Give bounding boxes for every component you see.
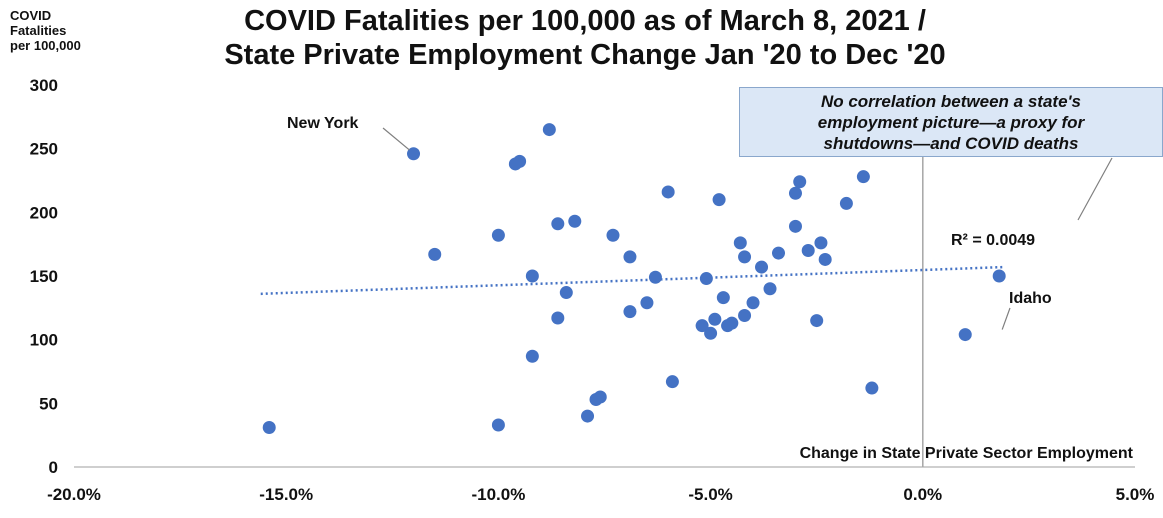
data-point: [733, 236, 747, 250]
data-point: [581, 409, 595, 423]
data-point: [763, 282, 777, 296]
data-point: [623, 305, 637, 319]
y-axis-label-line-2: Fatalities: [10, 23, 67, 38]
y-axis-label: COVID Fatalities per 100,000: [10, 8, 81, 53]
x-tick-label: -10.0%: [471, 485, 525, 504]
data-point: [699, 272, 713, 286]
x-tick-label: -5.0%: [688, 485, 732, 504]
data-point: [992, 269, 1006, 283]
y-axis-label-line-3: per 100,000: [10, 38, 81, 53]
data-point: [772, 246, 786, 260]
callout-line-3: shutdowns—and COVID deaths: [823, 134, 1079, 153]
chart-title-line-2: State Private Employment Change Jan '20 …: [224, 39, 946, 71]
y-axis-ticks: 0 50 100 150 200 250 300: [30, 76, 58, 477]
data-point: [788, 219, 802, 233]
data-point: [525, 349, 539, 363]
data-point: [746, 296, 760, 310]
data-point: [648, 270, 662, 284]
data-point: [814, 236, 828, 250]
data-point: [738, 308, 752, 322]
x-tick-label: -15.0%: [259, 485, 313, 504]
x-axis-label: Change in State Private Sector Employmen…: [800, 445, 1134, 462]
data-point: [708, 312, 722, 326]
data-point: [606, 228, 620, 242]
data-point: [623, 250, 637, 264]
r-squared-label: R² = 0.0049: [951, 232, 1035, 249]
data-point: [704, 326, 718, 340]
callout-leader-line: [1077, 157, 1113, 221]
data-point: [491, 228, 505, 242]
data-point: [839, 196, 853, 210]
data-point: [665, 375, 679, 389]
annotation-new-york: New York: [287, 115, 359, 132]
chart-title-line-1: COVID Fatalities per 100,000 as of March…: [244, 5, 926, 37]
data-point: [788, 186, 802, 200]
data-point: [661, 185, 675, 199]
y-axis-label-line-1: COVID: [10, 8, 52, 23]
data-point: [738, 250, 752, 264]
data-point: [958, 328, 972, 342]
data-point: [801, 244, 815, 258]
y-tick-label: 100: [30, 331, 58, 350]
data-point: [856, 170, 870, 184]
data-points: [262, 123, 1006, 435]
data-point: [716, 291, 730, 305]
data-point: [818, 252, 832, 266]
data-point: [551, 217, 565, 231]
y-tick-label: 50: [39, 394, 58, 413]
data-point: [491, 418, 505, 432]
data-point: [593, 390, 607, 404]
y-tick-label: 0: [49, 458, 58, 477]
chart-title: COVID Fatalities per 100,000 as of March…: [120, 4, 1050, 72]
data-point: [407, 147, 421, 161]
idaho-leader-line: [1001, 307, 1011, 330]
callout-box: No correlation between a state's employm…: [739, 87, 1163, 157]
y-tick-label: 300: [30, 76, 58, 95]
data-point: [551, 311, 565, 325]
trendline: [260, 265, 1004, 296]
data-point: [793, 175, 807, 189]
new-york-leader-line: [382, 127, 410, 151]
y-tick-label: 250: [30, 140, 58, 159]
x-tick-label: -20.0%: [47, 485, 101, 504]
y-tick-label: 200: [30, 203, 58, 222]
data-point: [712, 193, 726, 207]
data-point: [542, 123, 556, 137]
x-axis-ticks: -20.0% -15.0% -10.0% -5.0% 0.0% 5.0%: [47, 485, 1154, 504]
x-tick-label: 0.0%: [903, 485, 942, 504]
data-point: [640, 296, 654, 310]
data-point: [559, 286, 573, 300]
data-point: [865, 381, 879, 395]
data-point: [725, 316, 739, 330]
data-point: [513, 154, 527, 168]
data-point: [525, 269, 539, 283]
data-point: [428, 247, 442, 261]
data-point: [810, 314, 824, 328]
data-point: [568, 214, 582, 228]
callout-line-2: employment picture—a proxy for: [817, 113, 1085, 132]
data-point: [262, 421, 276, 435]
annotation-idaho: Idaho: [1009, 290, 1052, 307]
data-point: [695, 319, 709, 333]
y-tick-label: 150: [30, 267, 58, 286]
x-tick-label: 5.0%: [1116, 485, 1155, 504]
data-point: [755, 260, 769, 274]
callout-line-1: No correlation between a state's: [820, 92, 1082, 111]
